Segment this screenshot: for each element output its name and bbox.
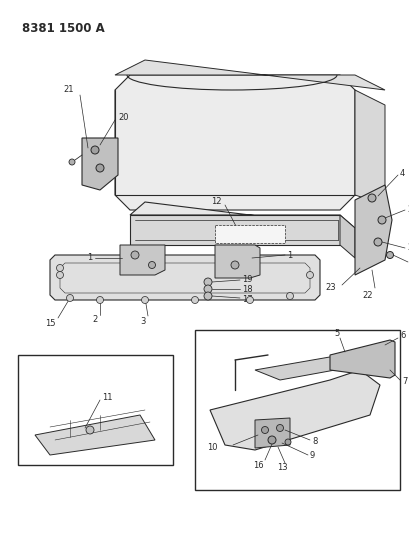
Text: 20: 20: [118, 112, 128, 122]
Text: 19: 19: [241, 276, 252, 285]
Text: 24: 24: [406, 244, 409, 253]
Text: 23: 23: [325, 284, 335, 293]
Text: 1: 1: [286, 251, 292, 260]
Text: 8: 8: [311, 437, 317, 446]
Circle shape: [267, 436, 275, 444]
Circle shape: [96, 296, 103, 303]
Circle shape: [246, 296, 253, 303]
Polygon shape: [130, 202, 354, 228]
Text: 5: 5: [334, 329, 339, 338]
Circle shape: [96, 164, 104, 172]
Text: 8381 1500 A: 8381 1500 A: [22, 22, 104, 35]
Circle shape: [386, 252, 393, 259]
Polygon shape: [214, 245, 259, 278]
Polygon shape: [354, 90, 384, 205]
Text: 9: 9: [309, 451, 315, 461]
Text: 21: 21: [63, 85, 74, 94]
Polygon shape: [35, 415, 155, 455]
Text: 12: 12: [211, 198, 221, 206]
Circle shape: [284, 439, 290, 445]
Circle shape: [148, 262, 155, 269]
Polygon shape: [354, 185, 391, 275]
Text: 10: 10: [207, 442, 218, 451]
Polygon shape: [254, 350, 389, 380]
Text: 11: 11: [102, 393, 112, 402]
Text: 2: 2: [92, 316, 97, 325]
Text: 22: 22: [362, 290, 372, 300]
Polygon shape: [115, 60, 384, 90]
Circle shape: [367, 194, 375, 202]
Polygon shape: [115, 75, 354, 210]
Text: 3: 3: [140, 317, 145, 326]
Polygon shape: [329, 340, 394, 378]
Text: 6: 6: [399, 332, 405, 341]
Bar: [18, 355, 173, 465]
Polygon shape: [254, 418, 289, 448]
Text: 17: 17: [241, 295, 252, 303]
Text: 16: 16: [252, 461, 263, 470]
Circle shape: [66, 295, 73, 302]
Circle shape: [230, 261, 238, 269]
Circle shape: [306, 271, 313, 279]
Text: XXXX: XXXX: [243, 231, 256, 237]
Circle shape: [204, 292, 211, 300]
Circle shape: [191, 296, 198, 303]
Bar: [195, 330, 399, 490]
Text: 18: 18: [241, 285, 252, 294]
Polygon shape: [339, 215, 354, 258]
Polygon shape: [209, 370, 379, 450]
Polygon shape: [82, 138, 118, 190]
Text: 1: 1: [87, 254, 92, 262]
Text: 7: 7: [401, 377, 407, 386]
Circle shape: [261, 426, 268, 433]
Circle shape: [373, 238, 381, 246]
Circle shape: [204, 278, 211, 286]
FancyBboxPatch shape: [214, 225, 284, 243]
Circle shape: [56, 264, 63, 271]
Circle shape: [131, 251, 139, 259]
Circle shape: [69, 159, 75, 165]
Circle shape: [141, 296, 148, 303]
Text: 15: 15: [45, 319, 55, 327]
Circle shape: [204, 285, 211, 293]
Text: 24: 24: [406, 206, 409, 214]
Circle shape: [91, 146, 99, 154]
Polygon shape: [50, 255, 319, 300]
Text: 13: 13: [276, 464, 287, 472]
Circle shape: [86, 426, 94, 434]
Polygon shape: [130, 215, 339, 245]
Text: 4: 4: [399, 168, 404, 177]
Polygon shape: [120, 245, 164, 275]
Circle shape: [56, 271, 63, 279]
Circle shape: [286, 293, 293, 300]
Circle shape: [377, 216, 385, 224]
Circle shape: [276, 424, 283, 432]
